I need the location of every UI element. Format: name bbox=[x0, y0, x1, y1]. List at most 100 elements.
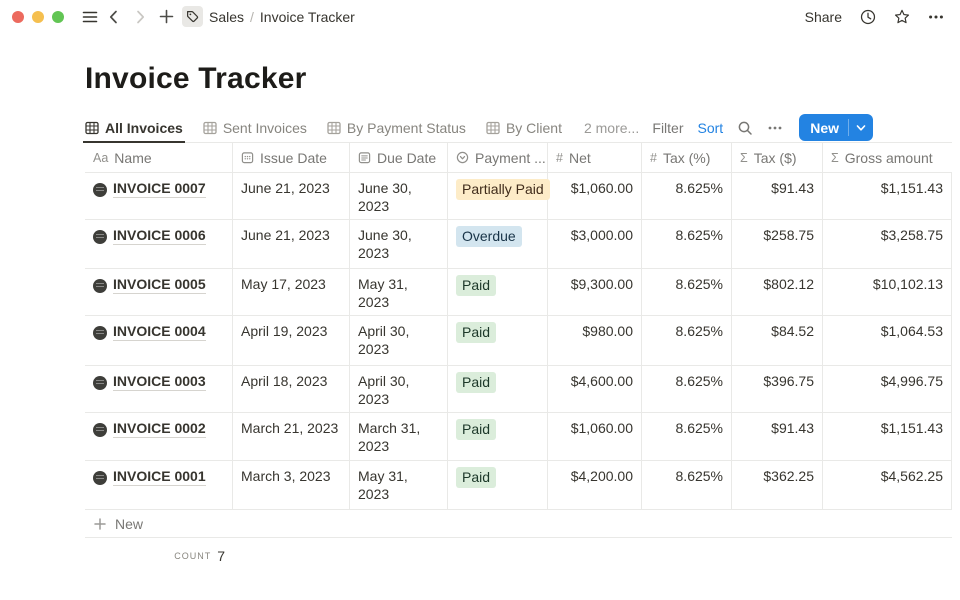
new-button-dropdown[interactable] bbox=[849, 114, 873, 141]
cell-tax-usd[interactable]: $258.75 bbox=[732, 220, 823, 268]
cell-tax-usd[interactable]: $91.43 bbox=[732, 413, 823, 460]
cell-issue-date[interactable]: April 19, 2023 bbox=[233, 316, 350, 365]
status-badge[interactable]: Overdue bbox=[456, 226, 522, 247]
cell-issue-date[interactable]: May 17, 2023 bbox=[233, 269, 350, 315]
cell-tax-pct[interactable]: 8.625% bbox=[642, 269, 732, 315]
filter-button[interactable]: Filter bbox=[652, 119, 684, 136]
cell-tax-pct[interactable]: 8.625% bbox=[642, 220, 732, 268]
tab-sent-invoices[interactable]: Sent Invoices bbox=[203, 112, 307, 143]
cell-name[interactable]: INVOICE 0003 bbox=[85, 366, 233, 412]
cell-issue-date[interactable]: June 21, 2023 bbox=[233, 173, 350, 219]
sidebar-menu-button[interactable] bbox=[78, 5, 102, 29]
cell-net[interactable]: $3,000.00 bbox=[548, 220, 642, 268]
cell-issue-date[interactable]: March 3, 2023 bbox=[233, 461, 350, 509]
cell-name[interactable]: INVOICE 0001 bbox=[85, 461, 233, 509]
cell-due-date[interactable]: April 30, 2023 bbox=[350, 316, 448, 365]
cell-tax-usd[interactable]: $84.52 bbox=[732, 316, 823, 365]
cell-payment-status[interactable]: Paid bbox=[448, 413, 548, 460]
page-options-button[interactable] bbox=[924, 5, 948, 29]
invoice-link[interactable]: INVOICE 0005 bbox=[113, 276, 206, 294]
tab-by-client[interactable]: By Client bbox=[486, 112, 562, 143]
cell-payment-status[interactable]: Paid bbox=[448, 316, 548, 365]
cell-gross[interactable]: $1,151.43 bbox=[823, 413, 952, 460]
cell-net[interactable]: $1,060.00 bbox=[548, 173, 642, 219]
cell-due-date[interactable]: June 30, 2023 bbox=[350, 173, 448, 219]
cell-gross[interactable]: $4,996.75 bbox=[823, 366, 952, 412]
cell-payment-status[interactable]: Paid bbox=[448, 366, 548, 412]
tab-all-invoices[interactable]: All Invoices bbox=[83, 112, 185, 143]
status-badge[interactable]: Paid bbox=[456, 275, 497, 296]
cell-issue-date[interactable]: April 18, 2023 bbox=[233, 366, 350, 412]
close-window-button[interactable] bbox=[12, 10, 24, 23]
nav-back-button[interactable] bbox=[102, 5, 126, 29]
status-badge[interactable]: Paid bbox=[456, 419, 497, 440]
invoice-link[interactable]: INVOICE 0004 bbox=[113, 323, 206, 341]
invoice-link[interactable]: INVOICE 0003 bbox=[113, 373, 206, 391]
cell-name[interactable]: INVOICE 0002 bbox=[85, 413, 233, 460]
minimize-window-button[interactable] bbox=[32, 10, 44, 23]
status-badge[interactable]: Paid bbox=[456, 372, 497, 393]
cell-payment-status[interactable]: Paid bbox=[448, 461, 548, 509]
cell-due-date[interactable]: May 31, 2023 bbox=[350, 269, 448, 315]
cell-tax-pct[interactable]: 8.625% bbox=[642, 413, 732, 460]
cell-tax-pct[interactable]: 8.625% bbox=[642, 316, 732, 365]
cell-name[interactable]: INVOICE 0004 bbox=[85, 316, 233, 365]
cell-tax-pct[interactable]: 8.625% bbox=[642, 173, 732, 219]
zoom-window-button[interactable] bbox=[52, 10, 64, 23]
cell-tax-usd[interactable]: $362.25 bbox=[732, 461, 823, 509]
cell-issue-date[interactable]: June 21, 2023 bbox=[233, 220, 350, 268]
invoice-link[interactable]: INVOICE 0006 bbox=[113, 227, 206, 245]
nav-forward-button[interactable] bbox=[128, 5, 152, 29]
search-button[interactable] bbox=[737, 120, 753, 136]
cell-payment-status[interactable]: Partially Paid bbox=[448, 173, 550, 219]
cell-name[interactable]: INVOICE 0006 bbox=[85, 220, 233, 268]
more-views-link[interactable]: 2 more... bbox=[583, 119, 640, 136]
status-badge[interactable]: Paid bbox=[456, 322, 497, 343]
cell-tax-pct[interactable]: 8.625% bbox=[642, 366, 732, 412]
cell-gross[interactable]: $3,258.75 bbox=[823, 220, 952, 268]
cell-payment-status[interactable]: Paid bbox=[448, 269, 548, 315]
cell-net[interactable]: $4,200.00 bbox=[548, 461, 642, 509]
column-header-name[interactable]: Aa Name bbox=[85, 143, 233, 172]
cell-tax-usd[interactable]: $91.43 bbox=[732, 173, 823, 219]
invoice-link[interactable]: INVOICE 0002 bbox=[113, 420, 206, 438]
sort-button[interactable]: Sort bbox=[697, 119, 724, 136]
breadcrumb-page[interactable]: Invoice Tracker bbox=[259, 8, 355, 25]
cell-gross[interactable]: $10,102.13 bbox=[823, 269, 952, 315]
status-badge[interactable]: Paid bbox=[456, 467, 497, 488]
cell-gross[interactable]: $1,064.53 bbox=[823, 316, 952, 365]
column-header-gross-amount[interactable]: Σ Gross amount bbox=[823, 143, 952, 172]
column-header-payment-status[interactable]: Payment ... bbox=[448, 143, 548, 172]
share-button[interactable]: Share bbox=[804, 8, 842, 25]
cell-name[interactable]: INVOICE 0007 bbox=[85, 173, 233, 219]
view-options-button[interactable] bbox=[767, 120, 783, 136]
count-aggregate[interactable]: count 7 bbox=[85, 538, 233, 568]
status-badge[interactable]: Partially Paid bbox=[456, 179, 550, 200]
cell-gross[interactable]: $4,562.25 bbox=[823, 461, 952, 509]
new-row-button[interactable]: New bbox=[85, 510, 952, 538]
new-page-button[interactable] bbox=[154, 5, 178, 29]
tab-by-payment-status[interactable]: By Payment Status bbox=[327, 112, 466, 143]
breadcrumb-workspace[interactable]: Sales bbox=[209, 8, 245, 25]
column-header-tax-pct[interactable]: # Tax (%) bbox=[642, 143, 732, 172]
cell-due-date[interactable]: April 30, 2023 bbox=[350, 366, 448, 412]
cell-tax-usd[interactable]: $396.75 bbox=[732, 366, 823, 412]
column-header-net[interactable]: # Net bbox=[548, 143, 642, 172]
cell-name[interactable]: INVOICE 0005 bbox=[85, 269, 233, 315]
cell-tax-usd[interactable]: $802.12 bbox=[732, 269, 823, 315]
cell-due-date[interactable]: May 31, 2023 bbox=[350, 461, 448, 509]
cell-due-date[interactable]: March 31, 2023 bbox=[350, 413, 448, 460]
invoice-link[interactable]: INVOICE 0001 bbox=[113, 468, 206, 486]
cell-gross[interactable]: $1,151.43 bbox=[823, 173, 952, 219]
cell-net[interactable]: $1,060.00 bbox=[548, 413, 642, 460]
column-header-issue-date[interactable]: Issue Date bbox=[233, 143, 350, 172]
favorite-button[interactable] bbox=[890, 5, 914, 29]
cell-net[interactable]: $980.00 bbox=[548, 316, 642, 365]
cell-net[interactable]: $9,300.00 bbox=[548, 269, 642, 315]
cell-payment-status[interactable]: Overdue bbox=[448, 220, 548, 268]
updates-button[interactable] bbox=[856, 5, 880, 29]
cell-net[interactable]: $4,600.00 bbox=[548, 366, 642, 412]
cell-issue-date[interactable]: March 21, 2023 bbox=[233, 413, 350, 460]
column-header-tax-usd[interactable]: Σ Tax ($) bbox=[732, 143, 823, 172]
cell-tax-pct[interactable]: 8.625% bbox=[642, 461, 732, 509]
